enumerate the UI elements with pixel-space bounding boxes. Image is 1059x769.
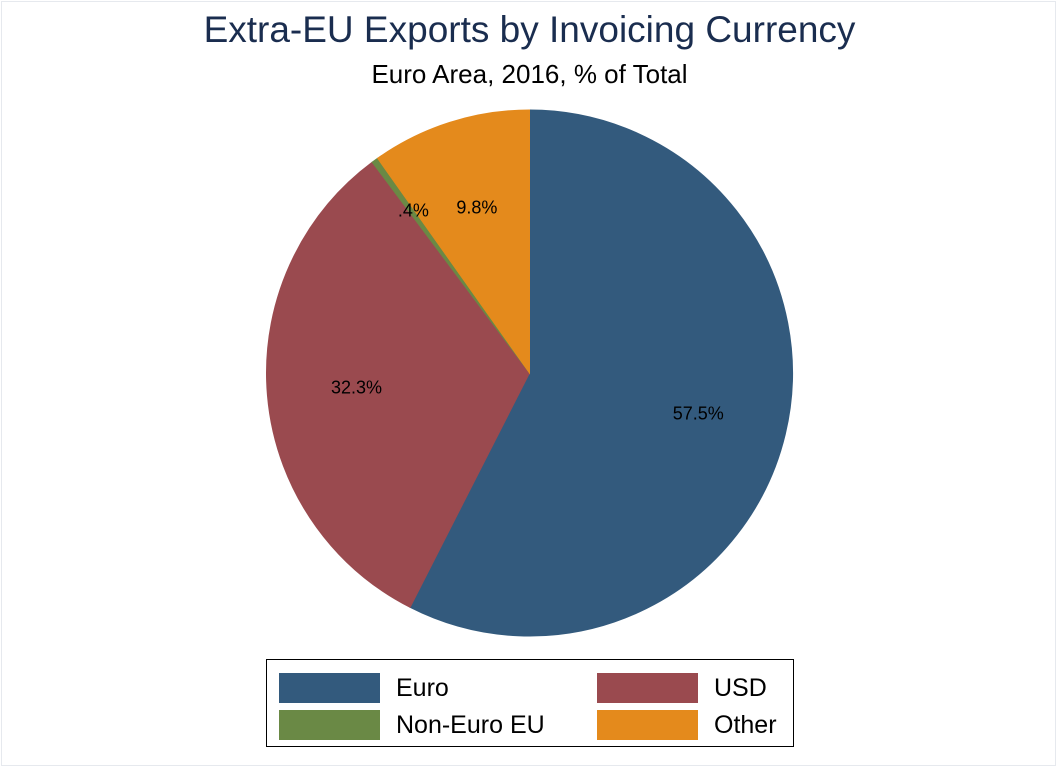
legend-item-usd: USD: [597, 673, 787, 703]
legend-label-euro: Euro: [396, 674, 449, 702]
pie-label-usd: 32.3%: [331, 378, 382, 398]
legend: Euro USD Non-Euro EU Other: [266, 659, 794, 747]
chart-title: Extra-EU Exports by Invoicing Currency: [203, 9, 856, 50]
legend-item-other: Other: [597, 710, 787, 740]
legend-label-usd: USD: [714, 674, 767, 702]
pie-label-euro: 57.5%: [673, 404, 724, 424]
legend-swatch-usd: [597, 673, 698, 703]
legend-label-non-euro-eu: Non-Euro EU: [396, 711, 545, 739]
pie-slice-other: [376, 109, 530, 375]
legend-swatch-non-euro-eu: [279, 710, 380, 740]
legend-swatch-other: [597, 710, 698, 740]
pie-slice-euro: [409, 109, 794, 637]
legend-item-euro: Euro: [279, 673, 479, 703]
legend-item-non-euro-eu: Non-Euro EU: [279, 710, 579, 740]
pie-label-non-euro-eu: .4%: [398, 200, 429, 220]
legend-label-other: Other: [714, 711, 777, 739]
legend-swatch-euro: [279, 673, 380, 703]
pie-label-other: 9.8%: [456, 198, 497, 218]
chart-subtitle: Euro Area, 2016, % of Total: [371, 59, 688, 89]
pie-slice-usd: [266, 161, 531, 609]
